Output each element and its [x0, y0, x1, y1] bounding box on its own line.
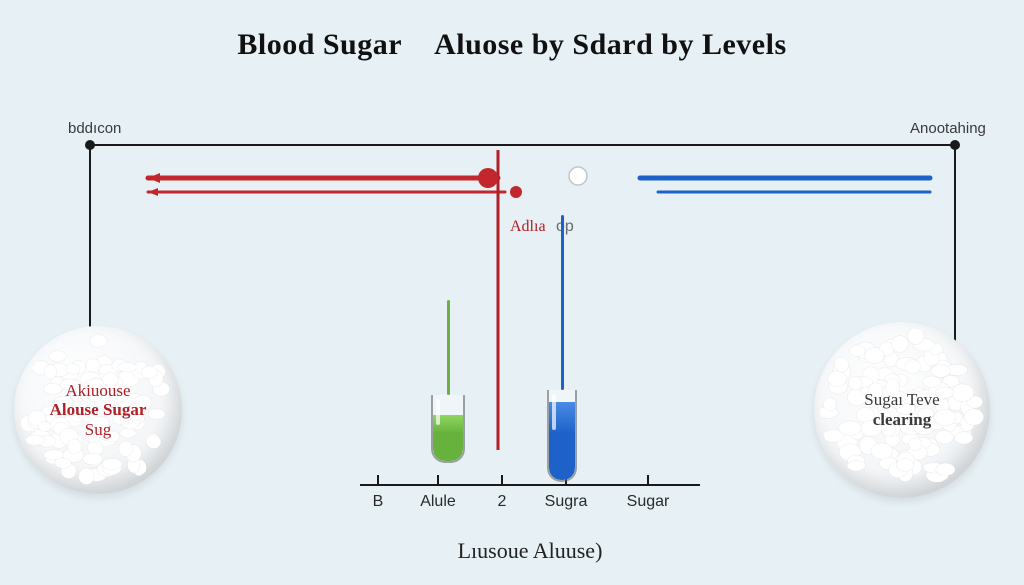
sugar-bowl-right: Sugaı Teveclearing [814, 322, 990, 498]
bowl-right-label: Sugaı Teveclearing [864, 390, 939, 429]
tube-vial [431, 395, 465, 463]
test-tube-blue [547, 215, 577, 482]
test-tube-green [431, 300, 465, 463]
axis-tick-label: B [348, 493, 408, 511]
tube-stick [561, 215, 564, 390]
tube-stick [447, 300, 450, 395]
axis-title: Lıusoue Aluuse) [410, 538, 650, 564]
bowl-left-label: AkiuouseAlouse SugarSug [50, 381, 147, 440]
axis-tick-label: Sugra [536, 493, 596, 511]
axis-tick-label: Alule [408, 493, 468, 511]
tube-vial [547, 390, 577, 482]
sugar-bowl-left: AkiuouseAlouse SugarSug [14, 326, 182, 494]
axis-tick-label: Sugar [618, 493, 678, 511]
tube-shine [552, 394, 556, 430]
tube-shine [436, 399, 440, 425]
axis-tick-label: 2 [472, 493, 532, 511]
